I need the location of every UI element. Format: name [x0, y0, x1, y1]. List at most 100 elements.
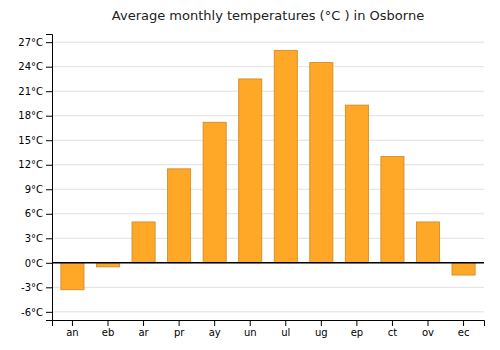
x-tick: ay — [209, 320, 221, 338]
x-tick-mark — [285, 320, 286, 326]
y-tick-mark — [46, 189, 52, 190]
y-tick: 21°C — [18, 86, 52, 97]
grid-line — [52, 311, 484, 312]
x-tick: ep — [351, 320, 364, 338]
y-tick-label: 21°C — [18, 86, 43, 97]
y-tick: 15°C — [18, 135, 52, 146]
y-tick-label: 12°C — [18, 159, 43, 170]
bar — [416, 222, 439, 263]
bar — [203, 122, 226, 263]
y-tick-label: 9°C — [25, 184, 43, 195]
x-tick-mark — [356, 320, 357, 326]
bar — [239, 79, 262, 263]
y-tick: -3°C — [21, 282, 52, 293]
x-tick: ec — [458, 320, 470, 338]
grid-line — [52, 189, 484, 190]
grid-line — [52, 115, 484, 116]
bar — [274, 50, 297, 262]
y-tick: 27°C — [18, 37, 52, 48]
x-tick: un — [244, 320, 257, 338]
x-tick: eb — [102, 320, 115, 338]
x-tick-mark — [392, 320, 393, 326]
y-tick: 6°C — [25, 208, 52, 219]
grid-line — [52, 213, 484, 214]
x-tick: an — [66, 320, 78, 338]
y-tick-label: 15°C — [18, 135, 43, 146]
x-tick-mark — [72, 320, 73, 326]
x-tick-label: ay — [209, 327, 221, 338]
y-tick: 12°C — [18, 159, 52, 170]
grid-line — [52, 91, 484, 92]
grid-line — [52, 164, 484, 165]
x-tick-label: ul — [281, 327, 290, 338]
y-tick-mark — [46, 116, 52, 117]
bar — [452, 263, 475, 275]
y-tick-mark — [46, 91, 52, 92]
y-tick-mark — [46, 165, 52, 166]
y-tick-mark — [46, 42, 52, 43]
x-tick-label: ec — [458, 327, 470, 338]
x-tick: ug — [315, 320, 328, 338]
x-tick-label: ct — [388, 327, 397, 338]
y-tick-label: 18°C — [18, 110, 43, 121]
grid-line — [52, 140, 484, 141]
y-tick-label: 0°C — [25, 258, 43, 269]
y-tick-mark — [46, 263, 52, 264]
x-tick-mark — [321, 320, 322, 326]
x-tick-label: ov — [422, 327, 434, 338]
y-tick: 3°C — [25, 233, 52, 244]
x-tick-label: un — [244, 327, 257, 338]
x-axis: an eb ar pr ay un ul ug ep ct ov ec — [53, 320, 485, 338]
grid-line — [52, 66, 484, 67]
chart-container: -6°C -3°C 0°C 3°C 6°C 9°C 12°C 15°C 18°C 21°C 24°C… — [0, 0, 500, 350]
y-tick-label: -3°C — [21, 282, 43, 293]
bar — [381, 157, 404, 263]
bars — [52, 50, 484, 289]
x-tick-mark — [179, 320, 180, 326]
x-tick-mark — [214, 320, 215, 326]
y-axis-line — [46, 35, 53, 321]
x-tick-label: pr — [174, 327, 185, 338]
grid-line — [52, 42, 484, 43]
x-tick-mark — [143, 320, 144, 326]
y-tick-mark — [46, 67, 52, 68]
bar — [168, 169, 191, 263]
chart-svg: -6°C -3°C 0°C 3°C 6°C 9°C 12°C 15°C 18°C 21°C 24°C… — [0, 0, 500, 350]
x-tick-mark — [108, 320, 109, 326]
y-tick-mark — [46, 312, 52, 313]
title: Average monthly temperatures (°C ) in Os… — [112, 8, 424, 23]
x-tick-label: ar — [138, 327, 149, 338]
y-tick-mark — [46, 214, 52, 215]
y-tick: 24°C — [18, 61, 52, 72]
x-tick: ct — [388, 320, 397, 338]
bar — [345, 105, 368, 263]
grid — [52, 42, 484, 312]
x-tick: ov — [422, 320, 434, 338]
plot-area: -6°C -3°C 0°C 3°C 6°C 9°C 12°C 15°C 18°C 21°C 24°C… — [18, 35, 484, 339]
x-tick: pr — [174, 320, 185, 338]
y-tick: -6°C — [21, 307, 52, 318]
y-tick-label: 24°C — [18, 61, 43, 72]
grid-line — [52, 262, 484, 263]
bar — [132, 222, 155, 263]
y-tick-mark — [46, 238, 52, 239]
x-tick: ar — [138, 320, 149, 338]
x-tick: ul — [281, 320, 290, 338]
x-tick-mark — [428, 320, 429, 326]
x-tick-mark — [250, 320, 251, 326]
x-tick-label: ug — [315, 327, 328, 338]
x-tick-label: eb — [102, 327, 115, 338]
zero-line — [52, 262, 484, 264]
grid-line — [52, 287, 484, 288]
y-tick: 0°C — [25, 258, 52, 269]
y-tick: 9°C — [25, 184, 52, 195]
y-tick-label: 6°C — [25, 208, 43, 219]
y-tick-label: 27°C — [18, 37, 43, 48]
bar — [61, 263, 84, 290]
y-tick-label: -6°C — [21, 307, 43, 318]
y-tick-mark — [46, 140, 52, 141]
x-tick-mark — [463, 320, 464, 326]
y-axis: -6°C -3°C 0°C 3°C 6°C 9°C 12°C 15°C 18°C 21°C 24°C… — [18, 35, 52, 321]
bar — [310, 63, 333, 263]
x-tick-label: an — [66, 327, 78, 338]
